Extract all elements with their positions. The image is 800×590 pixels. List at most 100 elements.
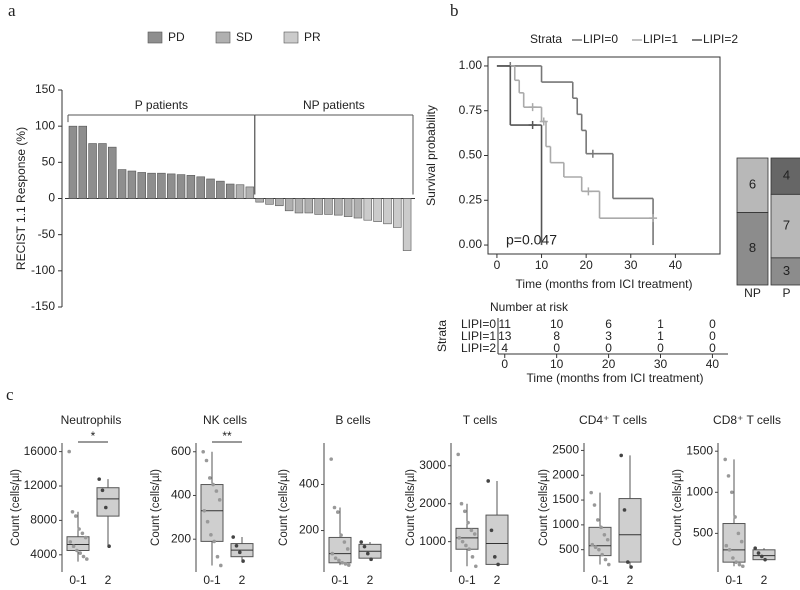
y-axis-label: Strata bbox=[435, 320, 449, 352]
data-point bbox=[71, 544, 76, 548]
legend-swatch bbox=[283, 31, 299, 44]
legend-label: PR bbox=[304, 30, 321, 44]
data-point bbox=[619, 453, 623, 458]
bar bbox=[127, 170, 137, 199]
data-point bbox=[602, 532, 607, 537]
data-point bbox=[463, 509, 467, 514]
censor-mark bbox=[539, 117, 548, 126]
data-point bbox=[202, 508, 207, 513]
data-point bbox=[332, 505, 337, 510]
y-axis-label: Count (cells/µl) bbox=[405, 469, 417, 546]
data-point bbox=[201, 449, 205, 454]
row-label: LIPI=1 bbox=[461, 329, 496, 343]
bar bbox=[147, 172, 156, 199]
risk-count: 0 bbox=[657, 341, 664, 355]
legend-title: Strata bbox=[530, 32, 562, 46]
group-label: NP patients bbox=[303, 98, 365, 112]
x-tick-label: 10 bbox=[535, 258, 549, 272]
data-point bbox=[104, 505, 108, 510]
data-point bbox=[70, 510, 75, 514]
data-point bbox=[469, 528, 474, 533]
data-point bbox=[209, 533, 213, 537]
bar bbox=[294, 198, 304, 214]
bar bbox=[245, 186, 255, 199]
cell-label: 6 bbox=[749, 177, 756, 192]
legend-swatch bbox=[215, 31, 231, 44]
data-point bbox=[603, 557, 608, 562]
data-point bbox=[486, 479, 491, 483]
data-point bbox=[219, 563, 223, 568]
y-axis-label: Count (cells/µl) bbox=[278, 469, 290, 546]
mosaic-cell bbox=[770, 157, 800, 195]
x-tick-label: 0-1 bbox=[69, 573, 87, 587]
cell-label: 7 bbox=[783, 217, 790, 232]
data-point bbox=[589, 490, 593, 495]
panel-title: CD4⁺ T cells bbox=[579, 413, 647, 427]
y-tick-label: 1000 bbox=[686, 484, 713, 498]
x-tick-label: 20 bbox=[579, 258, 593, 272]
x-tick-label: 30 bbox=[654, 357, 668, 371]
box bbox=[485, 514, 509, 565]
data-point bbox=[85, 557, 89, 561]
legend-label: PD bbox=[168, 30, 185, 44]
x-tick-label: 2 bbox=[494, 573, 501, 587]
x-tick-label: 0-1 bbox=[458, 573, 476, 587]
risk-count: 0 bbox=[709, 317, 716, 331]
bar bbox=[363, 198, 373, 221]
bar bbox=[186, 175, 196, 199]
data-point bbox=[605, 537, 610, 542]
bar bbox=[78, 125, 87, 199]
y-axis-label: Count (cells/µl) bbox=[150, 469, 162, 546]
y-tick-label: 2000 bbox=[552, 467, 579, 481]
data-point bbox=[607, 562, 611, 567]
x-tick-label: 2 bbox=[627, 573, 634, 587]
mosaic-cell bbox=[736, 157, 769, 213]
panel-title: NK cells bbox=[203, 413, 247, 427]
bar bbox=[166, 173, 176, 199]
data-point bbox=[599, 525, 603, 530]
data-point bbox=[472, 532, 477, 536]
bar bbox=[373, 198, 382, 222]
data-point bbox=[339, 533, 343, 537]
data-point bbox=[343, 562, 348, 566]
y-tick-label: 1.00 bbox=[459, 58, 483, 72]
data-point bbox=[347, 563, 351, 567]
data-point bbox=[736, 531, 741, 536]
data-point bbox=[596, 518, 600, 522]
panel-title: Neutrophils bbox=[61, 413, 122, 427]
y-tick-label: 12000 bbox=[24, 478, 58, 492]
box bbox=[752, 549, 776, 561]
x-tick-label: 40 bbox=[669, 258, 683, 272]
data-point bbox=[215, 554, 220, 559]
data-point bbox=[80, 531, 85, 536]
data-point bbox=[741, 564, 745, 569]
censor-mark bbox=[649, 214, 658, 223]
censor-mark bbox=[588, 149, 597, 158]
data-point bbox=[474, 564, 478, 569]
bar bbox=[88, 143, 97, 199]
data-point bbox=[97, 477, 101, 481]
legend-label: LIPI=1 bbox=[643, 32, 678, 46]
data-point bbox=[345, 547, 350, 551]
data-point bbox=[342, 540, 347, 544]
bar bbox=[284, 198, 294, 212]
bar bbox=[304, 198, 314, 214]
y-tick-label: 4000 bbox=[30, 547, 57, 561]
data-point bbox=[68, 540, 73, 544]
x-tick-label: 0-1 bbox=[591, 573, 609, 587]
bar bbox=[314, 198, 323, 215]
bar bbox=[206, 178, 215, 199]
y-tick-label: 500 bbox=[693, 526, 713, 540]
risk-count: 0 bbox=[709, 341, 716, 355]
risk-count: 1 bbox=[657, 329, 664, 343]
mosaic-cell bbox=[736, 212, 769, 286]
data-point bbox=[336, 510, 340, 514]
data-point bbox=[100, 488, 105, 493]
y-axis-label: Survival probability bbox=[424, 105, 438, 206]
data-point bbox=[337, 558, 341, 563]
bar bbox=[402, 198, 412, 251]
row-label: LIPI=2 bbox=[461, 341, 496, 355]
data-point bbox=[731, 556, 735, 560]
data-point bbox=[626, 560, 630, 564]
data-point bbox=[737, 562, 742, 567]
